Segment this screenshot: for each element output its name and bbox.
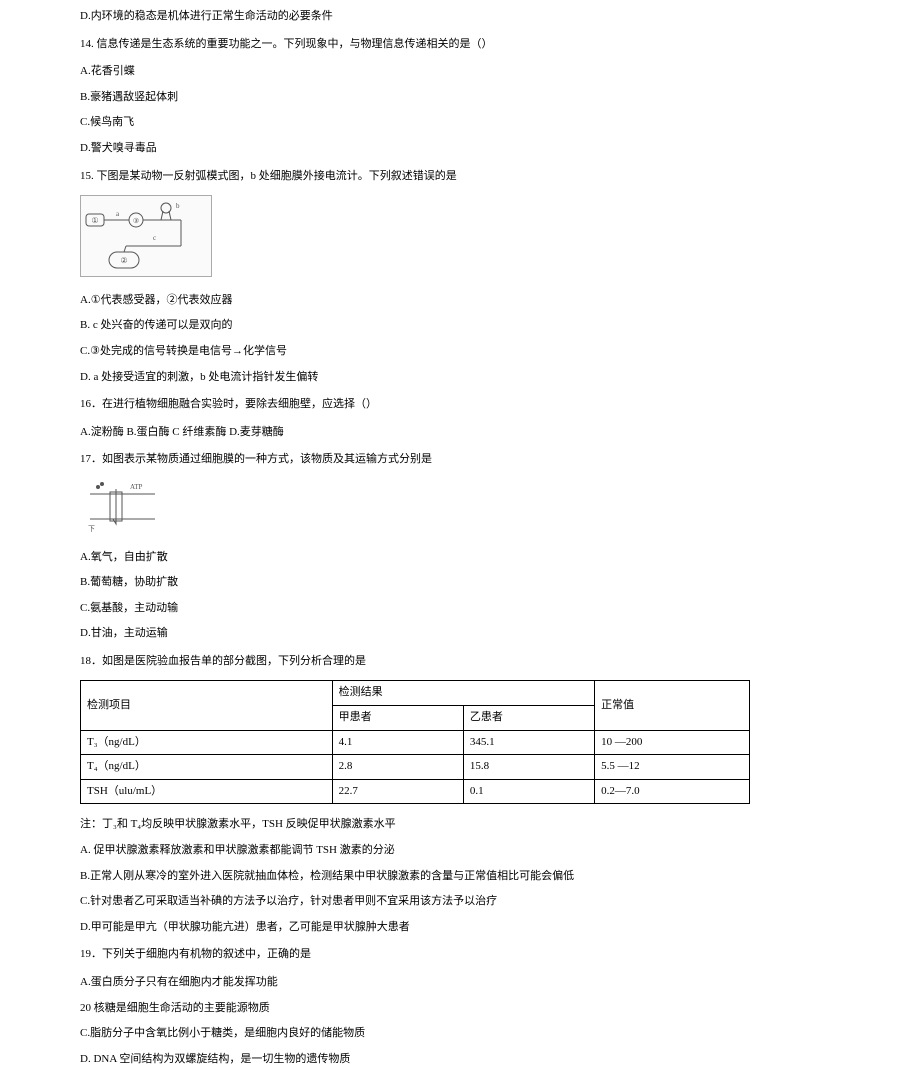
- cell: TSH（ulu/mL）: [81, 779, 333, 804]
- q19-opt-a: A.蛋白质分子只有在细胞内才能发挥功能: [80, 974, 840, 992]
- q19-opt-d: D. DNA 空间结构为双螺旋结构，是一切生物的遗传物质: [80, 1051, 840, 1069]
- cell: 0.1: [463, 779, 594, 804]
- th-result: 检测结果: [332, 681, 595, 706]
- svg-text:ATP: ATP: [130, 483, 143, 491]
- table-row: T₄（ng/dL） 2.8 15.8 5.5 —12: [81, 755, 750, 780]
- svg-text:a: a: [116, 210, 120, 218]
- cell: 345.1: [463, 730, 594, 755]
- cell: 4.1: [332, 730, 463, 755]
- q18-opt-b: B.正常人刚从寒冷的室外进入医院就抽血体检，检测结果中甲状腺激素的含量与正常值相…: [80, 868, 840, 886]
- q14-stem: 14. 信息传递是生态系统的重要功能之一。下列现象中，与物理信息传递相关的是（）: [80, 36, 840, 54]
- q15-opt-d: D. a 处接受适宜的刺激，b 处电流计指针发生偏转: [80, 369, 840, 387]
- q19-opt-b: 20 核糖是细胞生命活动的主要能源物质: [80, 1000, 840, 1018]
- cell: T₃（ng/dL）: [81, 730, 333, 755]
- q15-opt-a: A.①代表感受器，②代表效应器: [80, 292, 840, 310]
- table-row: TSH（ulu/mL） 22.7 0.1 0.2—7.0: [81, 779, 750, 804]
- svg-text:③: ③: [133, 217, 139, 225]
- q18-opt-a: A. 促甲状腺激素释放激素和甲状腺激素都能调节 TSH 激素的分泌: [80, 842, 840, 860]
- q18-table: 检测项目 检测结果 正常值 甲患者 乙患者 T₃（ng/dL） 4.1 345.…: [80, 680, 750, 804]
- q15-stem: 15. 下图是某动物一反射弧模式图，b 处细胞膜外接电流计。下列叙述错误的是: [80, 168, 840, 186]
- q19-opt-c: C.脂肪分子中含氧比例小于糖类，是细胞内良好的储能物质: [80, 1025, 840, 1043]
- q15-opt-b: B. c 处兴奋的传递可以是双向的: [80, 317, 840, 335]
- cell: 0.2—7.0: [595, 779, 750, 804]
- q18-stem: 18．如图是医院验血报告单的部分截图，下列分析合理的是: [80, 653, 840, 671]
- q17-opt-c: C.氨基酸，主动动输: [80, 600, 840, 618]
- svg-text:b: b: [176, 202, 180, 210]
- q16-stem: 16．在进行植物细胞融合实验时，要除去细胞壁，应选择（）: [80, 396, 840, 414]
- q14-opt-d: D.警犬嗅寻毒品: [80, 140, 840, 158]
- cell: 2.8: [332, 755, 463, 780]
- q16-opts: A.淀粉酶 B.蛋白酶 C 纤维素酶 D.麦芽糖酶: [80, 424, 840, 442]
- table-row: T₃（ng/dL） 4.1 345.1 10 —200: [81, 730, 750, 755]
- q18-opt-c: C.针对患者乙可采取适当补碘的方法予以治疗，针对患者甲则不宜采用该方法予以治疗: [80, 893, 840, 911]
- svg-text:①: ①: [91, 216, 98, 225]
- cell: 5.5 —12: [595, 755, 750, 780]
- prior-option-d: D.内环境的稳态是机体进行正常生命活动的必要条件: [80, 8, 840, 26]
- table-header-row: 检测项目 检测结果 正常值: [81, 681, 750, 706]
- svg-text:下: 下: [88, 525, 95, 533]
- q15-diagram: ① ③ ② b a c: [80, 195, 840, 284]
- th-normal: 正常值: [595, 681, 750, 730]
- th-patient-a: 甲患者: [332, 706, 463, 731]
- q14-opt-a: A.花香引蝶: [80, 63, 840, 81]
- svg-text:②: ②: [120, 256, 127, 265]
- svg-text:c: c: [153, 234, 156, 242]
- cell: 10 —200: [595, 730, 750, 755]
- q19-stem: 19．下列关于细胞内有机物的叙述中，正确的是: [80, 946, 840, 964]
- cell: 15.8: [463, 755, 594, 780]
- cell: 22.7: [332, 779, 463, 804]
- q18-note: 注：丁₃和 T₄均反映甲状腺激素水平，TSH 反映促甲状腺激素水平: [80, 816, 840, 834]
- th-item: 检测项目: [81, 681, 333, 730]
- q17-diagram: ATP 下: [80, 479, 840, 541]
- q14-opt-b: B.豪猪遇敌竖起体刺: [80, 89, 840, 107]
- q15-opt-c: C.③处完成的信号转换是电信号→化学信号: [80, 343, 840, 361]
- th-patient-b: 乙患者: [463, 706, 594, 731]
- q17-opt-a: A.氧气，自由扩散: [80, 549, 840, 567]
- q14-opt-c: C.候鸟南飞: [80, 114, 840, 132]
- cell: T₄（ng/dL）: [81, 755, 333, 780]
- q17-opt-d: D.甘油，主动运输: [80, 625, 840, 643]
- q17-stem: 17．如图表示某物质通过细胞膜的一种方式，该物质及其运输方式分别是: [80, 451, 840, 469]
- q18-opt-d: D.甲可能是甲亢（甲状腺功能亢进）患者，乙可能是甲状腺肿大患者: [80, 919, 840, 937]
- q17-opt-b: B.葡萄糖，协助扩散: [80, 574, 840, 592]
